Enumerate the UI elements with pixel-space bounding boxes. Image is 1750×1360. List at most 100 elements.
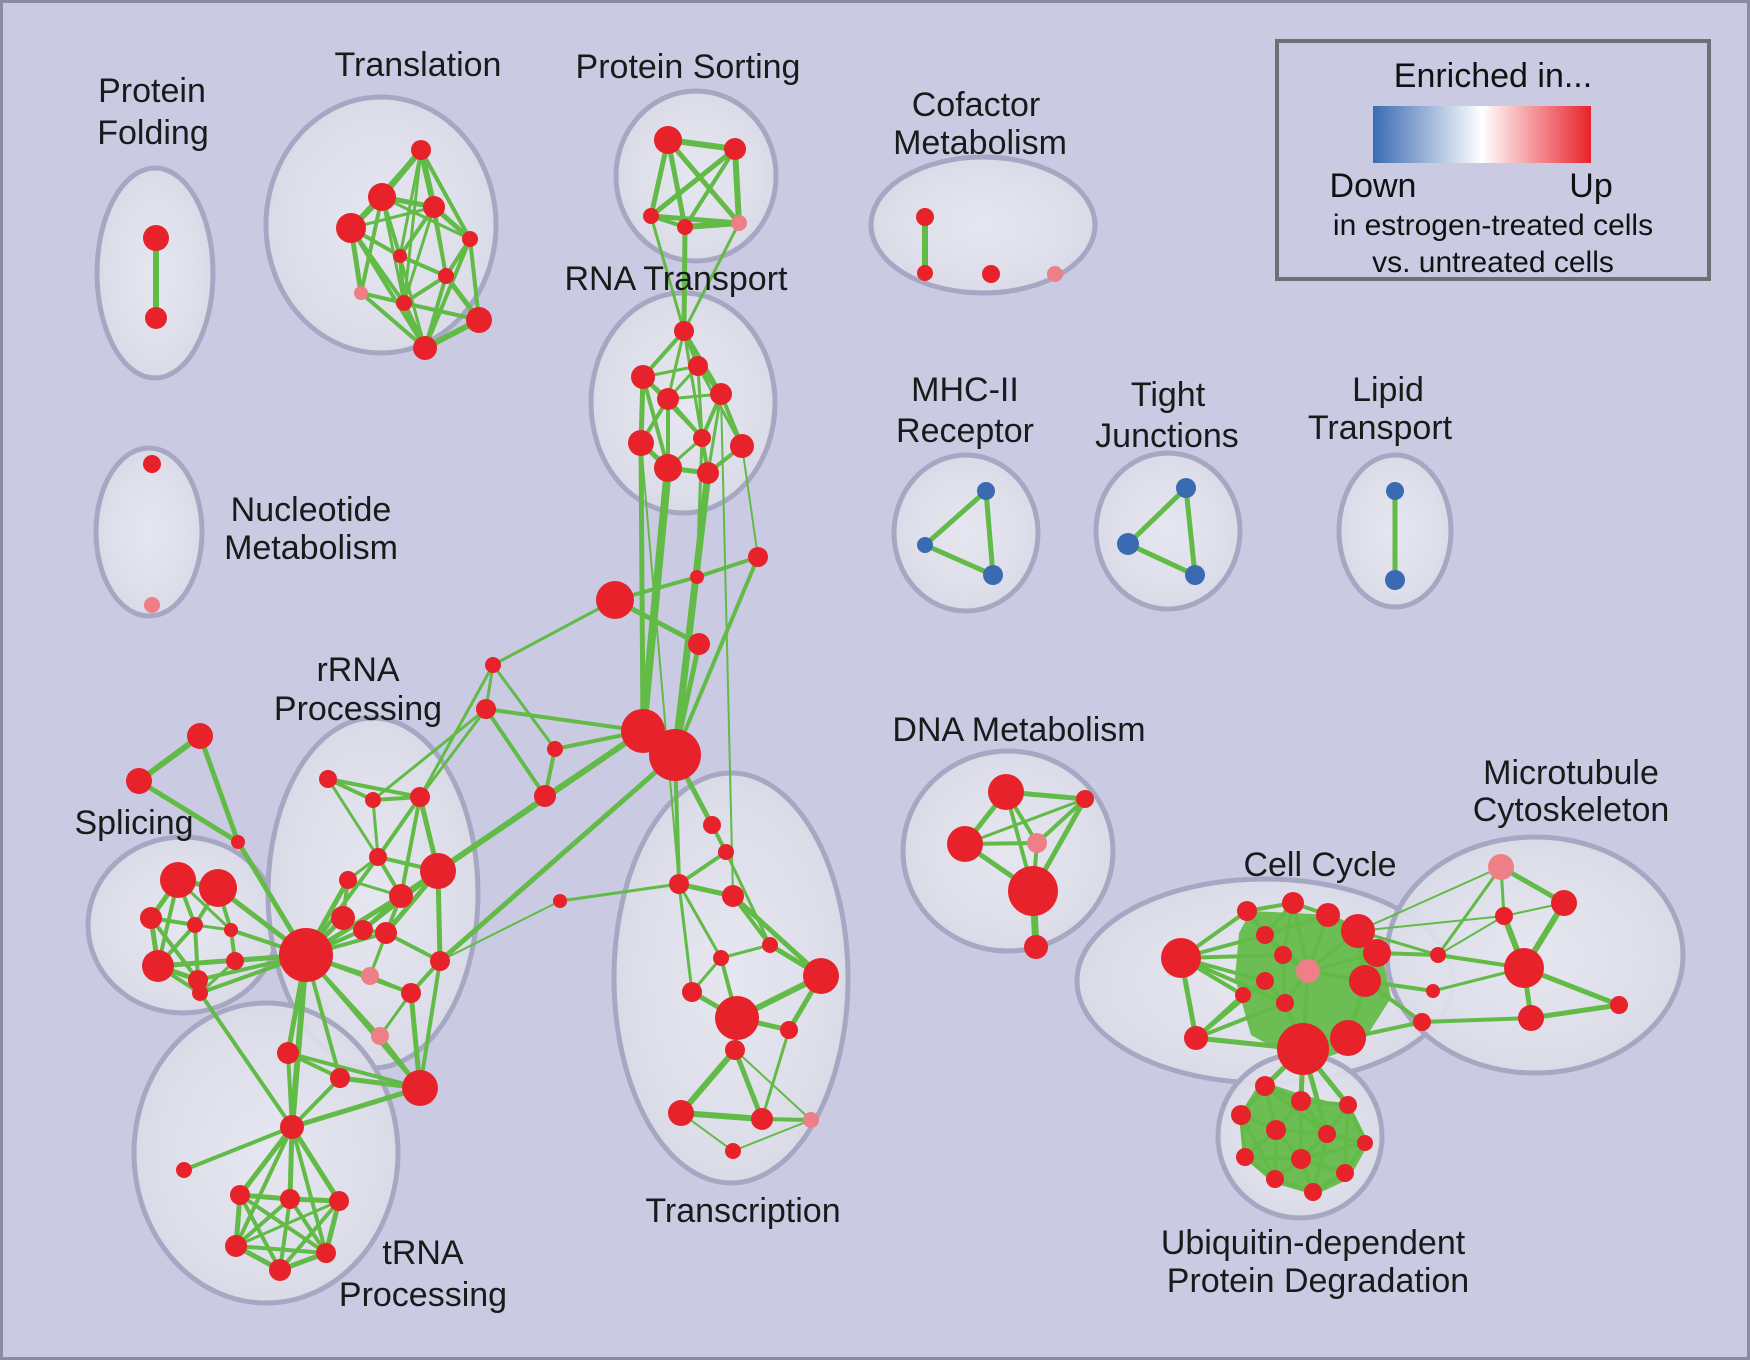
node-sp7 [188, 970, 208, 990]
node-ps4 [677, 219, 693, 235]
edge-mh1-mh2 [922, 488, 989, 548]
edge-rr3-rr6 [399, 795, 422, 898]
node-cc3 [1237, 901, 1257, 921]
node-c4 [688, 633, 710, 655]
edge-rt5-rt9 [706, 392, 723, 475]
edge-tx6-tx9 [760, 1028, 791, 1121]
node-pf1 [143, 225, 169, 251]
node-pf2 [145, 307, 167, 329]
node-rr7 [420, 853, 456, 889]
edge-f2-hubA [484, 707, 645, 733]
legend-gradient-bar [1373, 106, 1591, 163]
edge-cc2-cc12 [1194, 1001, 1287, 1040]
edge-c1-c2 [695, 555, 760, 579]
edge-tn1-tn9 [286, 1051, 294, 1129]
cluster-hull-nucleotide-metabolism [93, 445, 205, 619]
node-ps3 [643, 208, 659, 224]
node-e2 [534, 785, 556, 807]
edge-sp9-tn1 [198, 991, 294, 1129]
node-mh2 [917, 537, 933, 553]
node-cf1 [916, 208, 934, 226]
node-tn12 [371, 1027, 389, 1045]
node-ps5 [731, 215, 747, 231]
edge-tn9-tn11 [286, 1051, 422, 1090]
node-k1 [1430, 947, 1446, 963]
node-rr13 [430, 951, 450, 971]
edge-d5-rr13 [439, 900, 561, 962]
edge-e1-f1 [491, 663, 557, 751]
edge-e2-f2 [484, 707, 547, 798]
node-ub9 [1291, 1149, 1311, 1169]
cluster-hull-mhc-ii-receptor [891, 452, 1041, 614]
node-rt2 [688, 356, 708, 376]
node-tn5 [329, 1191, 349, 1211]
cluster-label-ubiquitin-degradation-line0: Ubiquitin-dependent [1161, 1224, 1466, 1262]
node-mt6 [1610, 996, 1628, 1014]
node-ub5 [1266, 1120, 1286, 1140]
edge-rr1-rr4 [326, 777, 380, 859]
cluster-label-microtubule-cytoskeleton-line0: Microtubule [1483, 754, 1659, 792]
cluster-label-rrna-processing-line1: Processing [274, 690, 442, 728]
edge-ub7-ub9 [1299, 1141, 1367, 1161]
edge-tn1-tn7 [290, 1125, 328, 1255]
node-sp2 [199, 869, 237, 907]
node-nm2 [144, 597, 160, 613]
edge-g1-tn1 [289, 952, 309, 1130]
edge-ps4-ps5 [682, 220, 742, 230]
edge-tn1-tn6 [234, 1125, 294, 1248]
cluster-label-microtubule-cytoskeleton-line1: Cytoskeleton [1473, 791, 1670, 829]
node-k3 [1413, 1013, 1431, 1031]
node-rt4 [657, 388, 679, 410]
node-f1 [485, 657, 501, 673]
node-tx6 [780, 1021, 798, 1039]
legend-subtitle-line1: in estrogen-treated cells [1332, 209, 1654, 242]
edge-t2-t3 [136, 778, 241, 845]
edge-rt6-hubA [638, 440, 646, 734]
node-rt8 [654, 454, 682, 482]
node-tl9 [396, 295, 412, 311]
node-tj1 [1176, 478, 1196, 498]
edge-tn5-tn8 [278, 1199, 341, 1272]
edge-mt1-k1 [1436, 865, 1503, 957]
node-rr1 [319, 770, 337, 788]
node-cc14 [1277, 1023, 1329, 1075]
edge-tx1-tx2 [719, 943, 772, 960]
edge-tj2-tj3 [1125, 541, 1198, 578]
cluster-label-splicing-line0: Splicing [74, 804, 193, 842]
edge-ps2-ps3 [648, 146, 738, 219]
cluster-label-mhc-ii-receptor-line0: MHC-II [911, 371, 1019, 409]
edge-mt5-mt6 [1528, 1002, 1622, 1021]
node-rr12 [401, 983, 421, 1003]
edge-tn1-tn3 [237, 1124, 295, 1198]
edge-mt3-cc6 [1357, 915, 1505, 932]
node-ub10 [1336, 1164, 1354, 1182]
node-ub7 [1357, 1135, 1373, 1151]
node-cc1 [1161, 938, 1201, 978]
node-rr5 [339, 871, 357, 889]
node-rt5 [710, 383, 732, 405]
node-sp9 [192, 985, 208, 1001]
node-tn1 [280, 1115, 304, 1139]
node-tn3 [230, 1185, 250, 1205]
cluster-label-trna-processing-line0: tRNA [382, 1234, 464, 1272]
edge-tn1-tn2 [182, 1125, 294, 1172]
cluster-label-tight-junctions-line0: Tight [1131, 376, 1206, 414]
edge-f2-rr3 [418, 707, 488, 799]
edge-f1-c3 [491, 598, 617, 667]
cluster-label-translation-line0: Translation [335, 46, 502, 84]
cluster-label-mhc-ii-receptor-line1: Receptor [896, 412, 1034, 450]
cluster-label-nucleotide-metabolism-line1: Metabolism [224, 529, 398, 567]
node-t2 [126, 768, 152, 794]
node-ps2 [724, 138, 746, 160]
node-mt5 [1518, 1005, 1544, 1031]
edge-tx10-tx11 [732, 1119, 812, 1152]
edge-ub1-ub6 [1263, 1084, 1329, 1136]
node-ub4 [1339, 1096, 1357, 1114]
legend-box: Enriched in... Down Up in estrogen-treat… [1275, 39, 1711, 281]
node-sp1 [160, 862, 196, 898]
node-tl2 [368, 183, 396, 211]
node-e1 [547, 741, 563, 757]
edge-d4-tx3 [730, 893, 824, 979]
edge-tn6-tn7 [234, 1244, 328, 1255]
